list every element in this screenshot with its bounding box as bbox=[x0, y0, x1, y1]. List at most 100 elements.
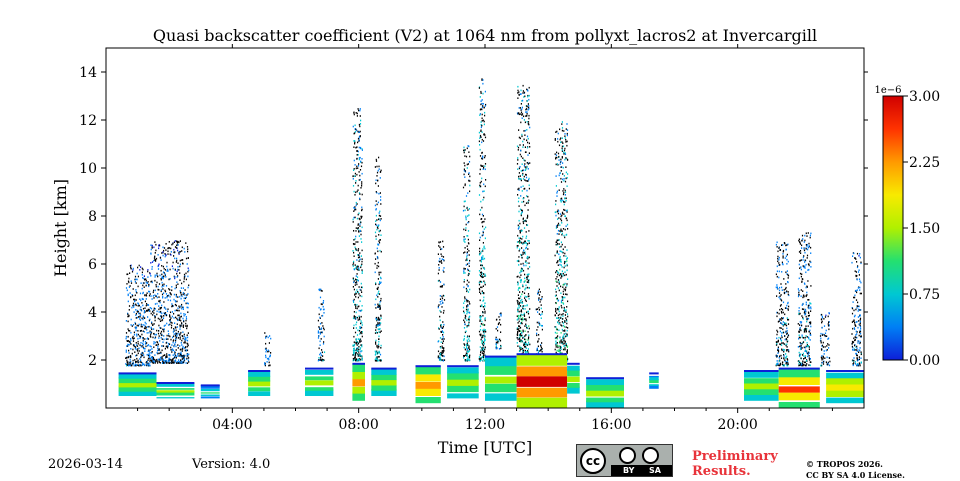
plume-speck bbox=[145, 309, 148, 312]
plume-speck bbox=[132, 335, 134, 338]
plume-speck bbox=[354, 355, 356, 357]
plume-speck bbox=[320, 356, 322, 359]
plume-speck bbox=[358, 268, 360, 271]
plume-speck bbox=[140, 353, 142, 356]
plume-speck bbox=[164, 360, 166, 362]
colorbar-multiplier: 1e−6 bbox=[874, 85, 901, 96]
plume-speck bbox=[318, 327, 320, 329]
layer-seg-10 bbox=[516, 353, 568, 408]
plume-speck bbox=[522, 140, 524, 143]
plume-speck bbox=[517, 282, 519, 284]
plume-speck bbox=[783, 343, 785, 345]
plume-speck bbox=[464, 300, 466, 302]
plume-speck bbox=[319, 340, 321, 343]
plume-speck bbox=[438, 267, 440, 269]
plume-speck bbox=[799, 348, 802, 351]
plume-speck bbox=[353, 216, 355, 219]
plume-speck bbox=[559, 341, 561, 344]
plume-speck bbox=[483, 358, 485, 360]
plume-speck bbox=[538, 306, 540, 309]
plume-speck bbox=[146, 360, 148, 363]
plume-speck bbox=[354, 356, 356, 359]
plume-speck bbox=[169, 357, 171, 360]
plume-speck bbox=[775, 363, 778, 366]
plume-speck bbox=[775, 286, 777, 289]
plume-speck bbox=[855, 258, 857, 260]
plume-speck bbox=[154, 289, 156, 292]
plume-speck bbox=[174, 240, 176, 242]
plume-speck bbox=[777, 349, 779, 351]
plume-speck bbox=[780, 319, 782, 321]
plume-speck bbox=[157, 345, 159, 348]
plume-speck bbox=[179, 279, 181, 281]
plume-speck bbox=[483, 183, 485, 186]
plume-speck bbox=[355, 323, 357, 326]
plume-speck bbox=[359, 318, 361, 321]
plume-speck bbox=[781, 299, 783, 302]
plume-speck bbox=[787, 361, 789, 363]
plume-speck bbox=[164, 255, 166, 258]
plume-speck bbox=[528, 184, 530, 187]
plume-speck bbox=[565, 273, 567, 276]
plume-speck bbox=[158, 244, 160, 247]
plume-speck bbox=[376, 344, 378, 347]
plume-speck bbox=[179, 336, 181, 339]
plume-speck bbox=[464, 241, 466, 243]
plume-speck bbox=[132, 344, 135, 346]
plume-speck bbox=[188, 361, 190, 363]
plume-speck bbox=[171, 303, 173, 305]
plume-speck bbox=[267, 336, 269, 339]
plume-speck bbox=[356, 112, 358, 115]
plume-speck bbox=[353, 327, 355, 329]
plume-speck bbox=[361, 181, 363, 183]
plume-speck bbox=[169, 268, 171, 271]
plume-speck bbox=[173, 345, 175, 348]
plume-speck bbox=[180, 359, 182, 361]
plume-speck bbox=[560, 259, 562, 261]
layer-strip bbox=[778, 392, 820, 401]
layer-strip bbox=[826, 377, 864, 385]
plume-speck bbox=[776, 286, 778, 288]
plume-speck bbox=[466, 207, 468, 209]
plume-speck bbox=[516, 327, 518, 329]
plume-speck bbox=[374, 332, 377, 334]
plume-speck bbox=[528, 98, 530, 101]
plume-speck bbox=[185, 319, 187, 322]
plume-speck bbox=[466, 348, 468, 351]
plume-speck bbox=[171, 243, 173, 246]
plume-speck bbox=[560, 137, 562, 139]
plume-speck bbox=[355, 351, 357, 354]
plume-speck bbox=[140, 361, 142, 364]
plume-speck bbox=[375, 179, 377, 181]
plume-speck bbox=[556, 151, 558, 154]
plume-speck bbox=[164, 253, 166, 255]
plume-speck bbox=[518, 205, 520, 207]
plume-speck bbox=[156, 274, 158, 277]
plume-speck bbox=[468, 356, 471, 359]
plume-speck bbox=[376, 345, 378, 348]
plume-speck bbox=[480, 165, 482, 167]
plume-speck bbox=[469, 184, 471, 187]
plume-speck bbox=[480, 92, 482, 94]
plume-speck bbox=[148, 319, 150, 322]
layer-seg-11 bbox=[567, 362, 580, 394]
plume-speck bbox=[566, 144, 568, 147]
plume-speck bbox=[375, 223, 377, 226]
plume-speck bbox=[167, 270, 169, 272]
plume-speck bbox=[480, 275, 482, 277]
plume-speck bbox=[565, 225, 567, 227]
plume-speck bbox=[174, 251, 176, 253]
plume-speck bbox=[379, 282, 381, 285]
plume-speck bbox=[527, 109, 529, 111]
plume-speck bbox=[323, 351, 326, 353]
plume-speck bbox=[322, 302, 324, 304]
plume-speck bbox=[804, 313, 806, 316]
plume-speck bbox=[523, 336, 525, 339]
plume-speck bbox=[558, 217, 560, 219]
plume-speck bbox=[566, 335, 568, 337]
plume-speck bbox=[360, 266, 362, 269]
plume-speck bbox=[518, 310, 520, 313]
plume-speck bbox=[464, 164, 466, 167]
plume-speck bbox=[527, 293, 530, 295]
plume-speck bbox=[154, 336, 157, 339]
